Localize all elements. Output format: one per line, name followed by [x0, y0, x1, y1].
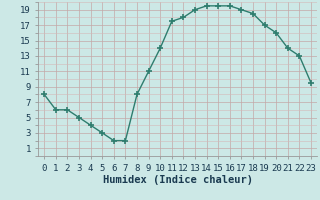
X-axis label: Humidex (Indice chaleur): Humidex (Indice chaleur): [103, 175, 252, 185]
